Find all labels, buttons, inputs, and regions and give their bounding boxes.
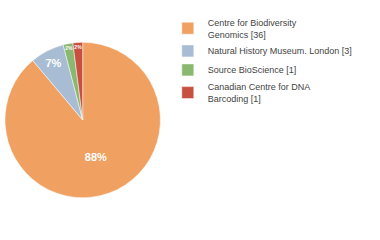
svg-text:2%: 2% [74, 44, 82, 50]
svg-text:Natural History Museum. London: Natural History Museum. London [3] [208, 46, 352, 56]
svg-text:Canadian Centre for DNABarcodi: Canadian Centre for DNABarcoding [1] [208, 82, 311, 104]
svg-text:2%: 2% [65, 45, 73, 51]
svg-text:Centre for BiodiversityGenomic: Centre for BiodiversityGenomics [36] [208, 18, 297, 40]
svg-text:Source BioScience [1]: Source BioScience [1] [208, 65, 297, 75]
svg-text:88%: 88% [85, 151, 107, 163]
svg-text:7%: 7% [45, 57, 61, 69]
